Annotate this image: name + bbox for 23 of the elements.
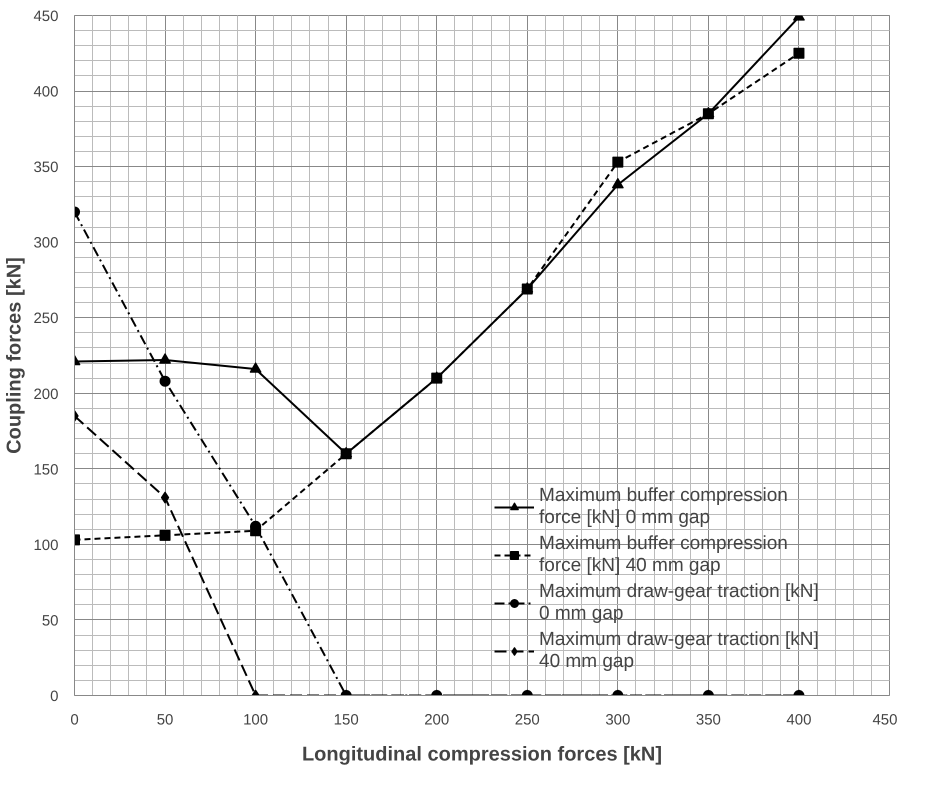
x-tick-label: 100 xyxy=(243,712,268,728)
x-axis-title: Longitudinal compression forces [kN] xyxy=(302,744,662,766)
y-tick-label: 350 xyxy=(33,159,59,176)
x-tick-label: 300 xyxy=(605,712,630,728)
y-tick-label: 100 xyxy=(33,536,59,554)
x-tick-label: 150 xyxy=(334,712,359,728)
y-axis-title: Coupling forces [kN] xyxy=(3,257,26,454)
x-tick-label: 450 xyxy=(872,712,898,728)
legend-label: Maximum buffer compression force [kN] 0 mm gap xyxy=(539,485,788,529)
x-tick-label: 200 xyxy=(424,712,450,728)
x-tick-label: 50 xyxy=(156,712,174,728)
x-tick-label: 400 xyxy=(786,712,812,728)
y-tick-label: 300 xyxy=(33,234,59,252)
y-tick-label: 450 xyxy=(33,8,59,25)
y-tick-label: 50 xyxy=(42,612,59,630)
y-tick-label: 200 xyxy=(33,386,59,403)
y-tick-label: 250 xyxy=(33,310,59,328)
y-tick-label: 0 xyxy=(50,688,58,705)
x-tick-label: 250 xyxy=(514,712,540,728)
y-tick-label: 400 xyxy=(33,84,59,101)
x-tick-label: 350 xyxy=(696,712,721,728)
x-tick-label: 0 xyxy=(70,712,79,728)
y-tick-label: 150 xyxy=(33,461,59,478)
